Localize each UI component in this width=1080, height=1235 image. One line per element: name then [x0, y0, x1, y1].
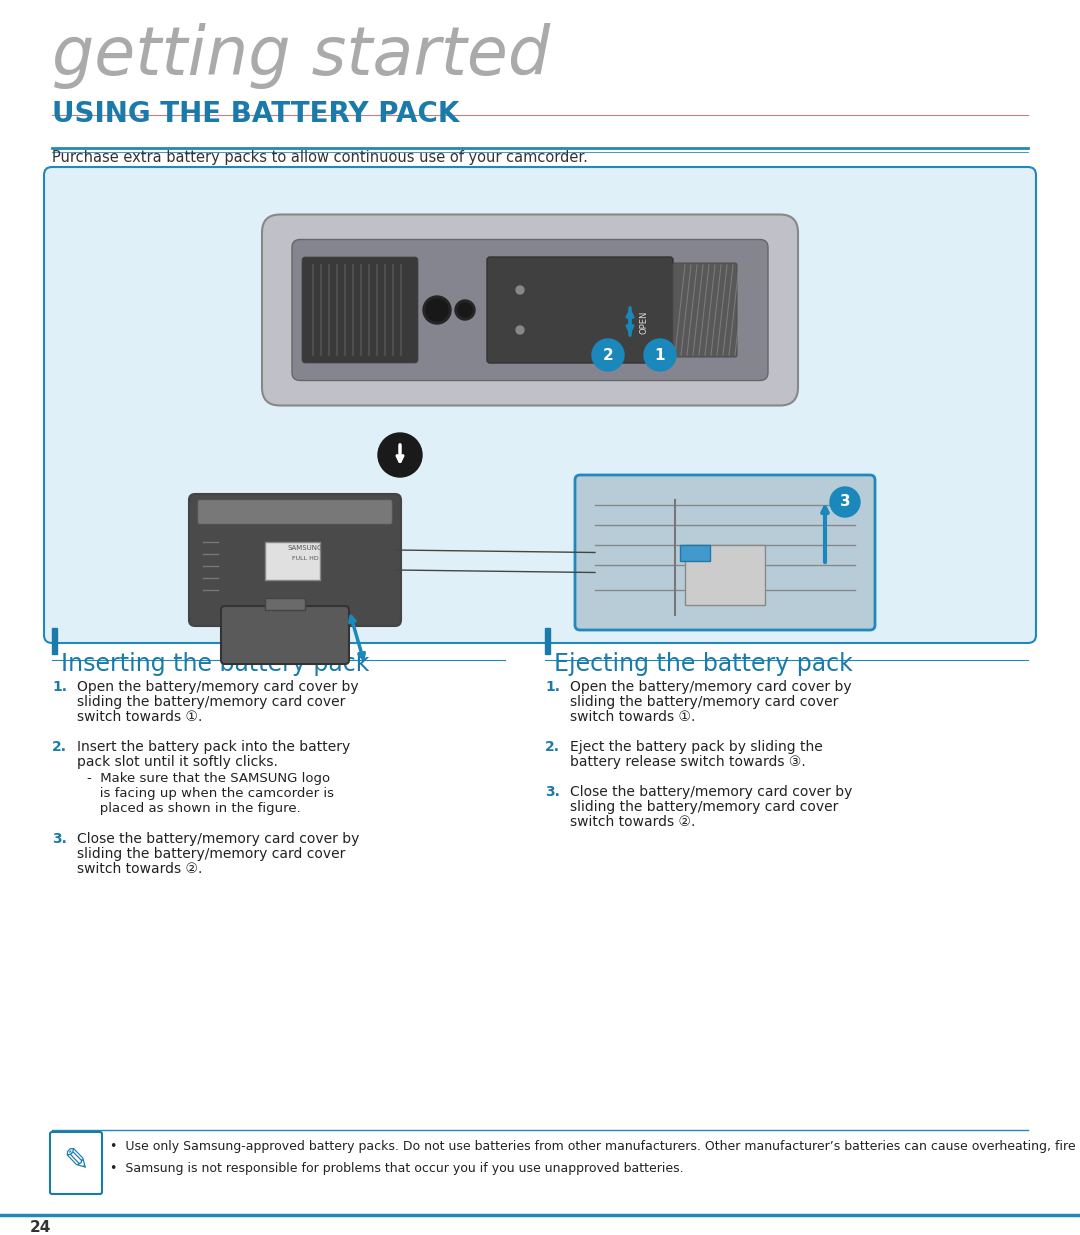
Text: sliding the battery/memory card cover: sliding the battery/memory card cover: [77, 695, 346, 709]
FancyBboxPatch shape: [221, 606, 349, 664]
Text: 2.: 2.: [52, 740, 67, 755]
Text: USING THE BATTERY PACK: USING THE BATTERY PACK: [52, 100, 459, 128]
Circle shape: [644, 338, 676, 370]
Bar: [685, 545, 765, 605]
Circle shape: [831, 487, 860, 517]
Text: FULL HD: FULL HD: [292, 556, 319, 561]
Text: placed as shown in the figure.: placed as shown in the figure.: [87, 802, 300, 815]
Text: sliding the battery/memory card cover: sliding the battery/memory card cover: [570, 800, 838, 814]
Text: Purchase extra battery packs to allow continuous use of your camcorder.: Purchase extra battery packs to allow co…: [52, 149, 588, 165]
Circle shape: [423, 296, 451, 324]
Text: Ejecting the battery pack: Ejecting the battery pack: [554, 652, 853, 676]
Circle shape: [592, 338, 624, 370]
FancyBboxPatch shape: [302, 257, 418, 363]
FancyBboxPatch shape: [189, 494, 401, 626]
Circle shape: [426, 299, 448, 321]
Bar: [265, 598, 305, 610]
FancyBboxPatch shape: [198, 500, 392, 524]
Text: is facing up when the camcorder is: is facing up when the camcorder is: [87, 787, 334, 800]
Text: 3.: 3.: [545, 785, 559, 799]
Text: •  Samsung is not responsible for problems that occur you if you use unapproved : • Samsung is not responsible for problem…: [110, 1162, 684, 1174]
Text: Open the battery/memory card cover by: Open the battery/memory card cover by: [77, 680, 359, 694]
Text: Insert the battery pack into the battery: Insert the battery pack into the battery: [77, 740, 350, 755]
FancyBboxPatch shape: [575, 475, 875, 630]
Circle shape: [516, 326, 524, 333]
Bar: [680, 545, 710, 561]
Text: Close the battery/memory card cover by: Close the battery/memory card cover by: [570, 785, 852, 799]
Text: Open the battery/memory card cover by: Open the battery/memory card cover by: [570, 680, 852, 694]
Text: 3.: 3.: [52, 832, 67, 846]
Text: 2.: 2.: [545, 740, 561, 755]
Text: 24: 24: [30, 1220, 52, 1235]
Circle shape: [455, 300, 475, 320]
Circle shape: [458, 303, 472, 317]
Text: 1: 1: [654, 347, 665, 363]
Text: switch towards ①.: switch towards ①.: [77, 710, 202, 724]
Text: sliding the battery/memory card cover: sliding the battery/memory card cover: [77, 847, 346, 861]
FancyBboxPatch shape: [673, 263, 737, 357]
Text: OPEN: OPEN: [639, 310, 648, 333]
Bar: [265, 542, 320, 580]
Text: 1.: 1.: [52, 680, 67, 694]
Text: 2: 2: [603, 347, 613, 363]
Bar: [52, 629, 57, 655]
FancyBboxPatch shape: [50, 1132, 102, 1194]
Text: 1.: 1.: [545, 680, 561, 694]
Text: getting started: getting started: [52, 23, 550, 89]
Text: switch towards ②.: switch towards ②.: [570, 815, 696, 829]
Text: Close the battery/memory card cover by: Close the battery/memory card cover by: [77, 832, 360, 846]
Text: •  Use only Samsung-approved battery packs. Do not use batteries from other manu: • Use only Samsung-approved battery pack…: [110, 1140, 1080, 1153]
FancyBboxPatch shape: [292, 240, 768, 380]
FancyBboxPatch shape: [487, 257, 673, 363]
Text: 3: 3: [839, 494, 850, 510]
Text: -  Make sure that the SAMSUNG logo: - Make sure that the SAMSUNG logo: [87, 772, 330, 785]
Bar: [545, 629, 550, 655]
Text: switch towards ②.: switch towards ②.: [77, 862, 202, 876]
Circle shape: [516, 287, 524, 294]
Text: ✎: ✎: [64, 1146, 89, 1176]
Circle shape: [378, 433, 422, 477]
Text: Inserting the battery pack: Inserting the battery pack: [60, 652, 369, 676]
Text: battery release switch towards ③.: battery release switch towards ③.: [570, 755, 806, 769]
Text: sliding the battery/memory card cover: sliding the battery/memory card cover: [570, 695, 838, 709]
FancyBboxPatch shape: [44, 167, 1036, 643]
Text: pack slot until it softly clicks.: pack slot until it softly clicks.: [77, 755, 278, 769]
Text: SAMSUNG: SAMSUNG: [287, 545, 323, 551]
FancyBboxPatch shape: [262, 215, 798, 405]
Text: switch towards ①.: switch towards ①.: [570, 710, 696, 724]
Text: Eject the battery pack by sliding the: Eject the battery pack by sliding the: [570, 740, 823, 755]
